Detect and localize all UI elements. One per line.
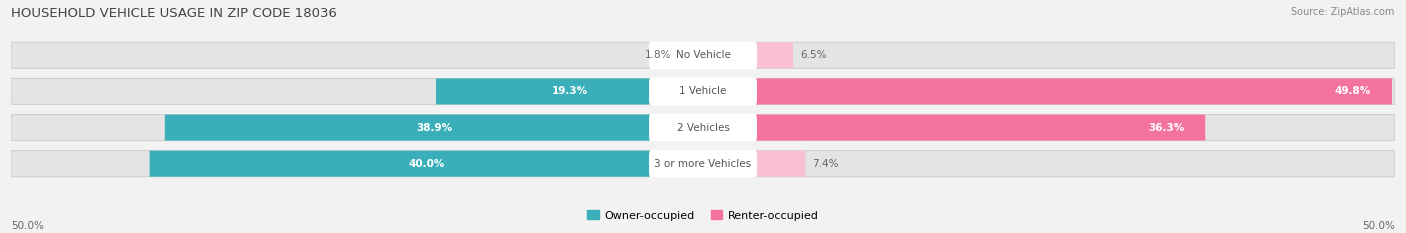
FancyBboxPatch shape xyxy=(650,78,756,105)
Text: 36.3%: 36.3% xyxy=(1149,123,1184,133)
Text: 38.9%: 38.9% xyxy=(416,123,451,133)
Text: 49.8%: 49.8% xyxy=(1334,86,1371,96)
Text: HOUSEHOLD VEHICLE USAGE IN ZIP CODE 18036: HOUSEHOLD VEHICLE USAGE IN ZIP CODE 1803… xyxy=(11,7,337,20)
FancyBboxPatch shape xyxy=(703,115,1205,140)
Text: 1.8%: 1.8% xyxy=(645,50,671,60)
FancyBboxPatch shape xyxy=(650,114,756,141)
FancyBboxPatch shape xyxy=(165,115,703,140)
Text: 40.0%: 40.0% xyxy=(408,159,444,169)
Text: 19.3%: 19.3% xyxy=(551,86,588,96)
Text: 7.4%: 7.4% xyxy=(813,159,839,169)
Text: Source: ZipAtlas.com: Source: ZipAtlas.com xyxy=(1291,7,1395,17)
FancyBboxPatch shape xyxy=(149,151,703,177)
Text: 1 Vehicle: 1 Vehicle xyxy=(679,86,727,96)
Legend: Owner-occupied, Renter-occupied: Owner-occupied, Renter-occupied xyxy=(583,206,823,225)
Text: 3 or more Vehicles: 3 or more Vehicles xyxy=(654,159,752,169)
FancyBboxPatch shape xyxy=(11,115,1395,140)
FancyBboxPatch shape xyxy=(650,150,756,178)
FancyBboxPatch shape xyxy=(650,41,756,69)
FancyBboxPatch shape xyxy=(11,151,1395,177)
FancyBboxPatch shape xyxy=(11,79,1395,104)
FancyBboxPatch shape xyxy=(678,42,703,68)
Text: 6.5%: 6.5% xyxy=(800,50,827,60)
FancyBboxPatch shape xyxy=(703,42,793,68)
Text: 50.0%: 50.0% xyxy=(11,221,44,231)
FancyBboxPatch shape xyxy=(11,42,1395,68)
FancyBboxPatch shape xyxy=(703,79,1392,104)
FancyBboxPatch shape xyxy=(703,151,806,177)
Text: 2 Vehicles: 2 Vehicles xyxy=(676,123,730,133)
Text: 50.0%: 50.0% xyxy=(1362,221,1395,231)
Text: No Vehicle: No Vehicle xyxy=(675,50,731,60)
FancyBboxPatch shape xyxy=(436,79,703,104)
